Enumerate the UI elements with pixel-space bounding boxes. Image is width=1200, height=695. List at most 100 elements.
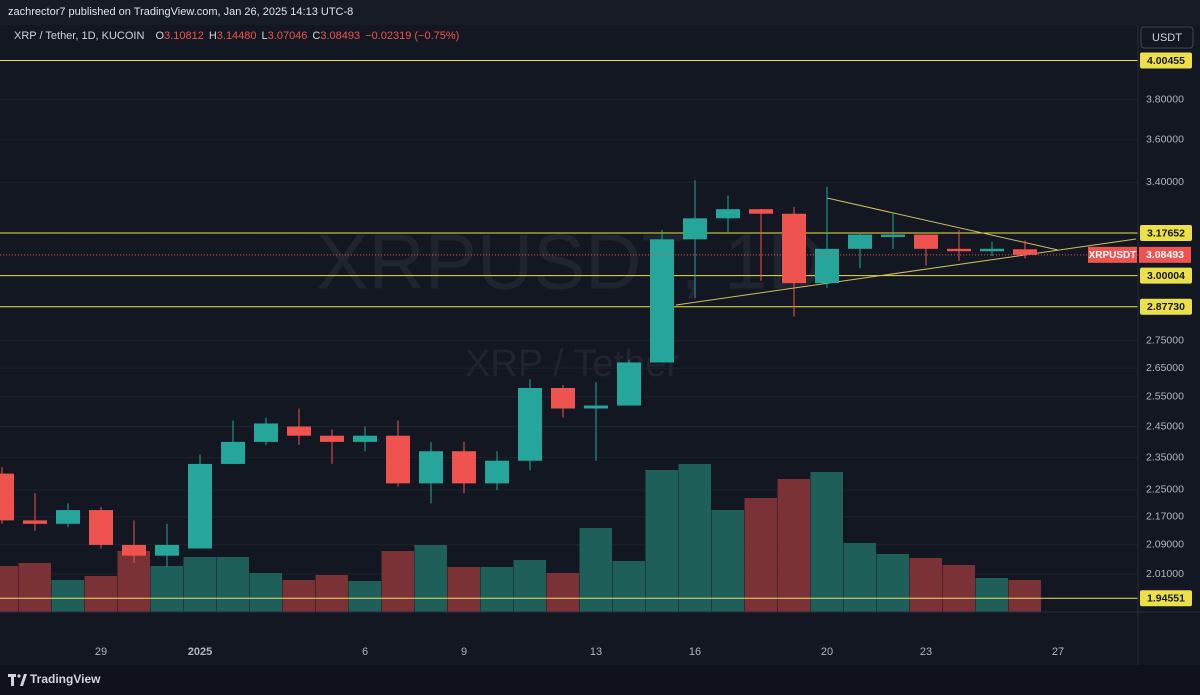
level-label: 2.87730 [1147,301,1185,313]
logo-part [20,674,27,686]
volume-bar [810,472,843,612]
x-tick-label: 2025 [188,646,212,658]
legend-change: −0.02319 (−0.75%) [365,30,459,42]
level-label: 1.94551 [1147,593,1185,605]
level-label-box [1140,298,1192,315]
level-label-box [1140,52,1192,69]
volume-bar [315,575,348,612]
volume-bar [0,566,18,612]
legend-key: L [262,30,268,42]
trendline [826,197,1059,251]
x-tick-label: 29 [95,646,107,658]
volume-bar [777,479,810,612]
legend-key: H [209,30,217,42]
volume-layer [0,464,1041,612]
volume-bar [414,545,447,612]
volume-bar [678,464,711,612]
y-tick-label: 2.17000 [1146,511,1184,523]
y-tick-label: 2.55000 [1146,391,1184,403]
candle-body [617,362,641,406]
top-bar [0,0,1200,25]
last-price-name-box [1088,246,1137,263]
volume-bar [216,557,249,612]
volume-bar [249,573,282,612]
footer-bar [0,665,1200,695]
candle-body [452,451,476,484]
candle-body [56,510,80,524]
y-tick-label: 3.80000 [1146,93,1184,105]
level-label: 3.00004 [1147,270,1185,282]
candle-body [551,388,575,409]
level-label-box [1140,590,1192,607]
level-label: 3.17652 [1147,227,1185,239]
volume-bar [711,510,744,612]
volume-bar [183,557,216,612]
candle-body [683,218,707,240]
candle-body [188,463,212,549]
candle-body [881,234,905,237]
candle-body [650,239,674,363]
y-tick-label: 2.75000 [1146,334,1184,346]
x-tick-label: 13 [590,646,602,658]
publisher-line: zachrector7 published on TradingView.com… [8,6,353,18]
trendline [675,238,1137,306]
volume-bar [744,498,777,612]
x-tick-label: 9 [461,646,467,658]
volume-bar [942,565,975,612]
currency-label[interactable]: USDT [1152,32,1182,44]
y-tick-label: 2.45000 [1146,420,1184,432]
legend-value: 3.10812 [164,30,204,42]
volume-bar [909,558,942,612]
logo-part [11,674,14,686]
candle-body [848,234,872,249]
candle-body [155,544,179,556]
candle-body [23,520,47,524]
watermark-subtitle: XRP / Tether [465,343,679,385]
y-tick-label: 2.35000 [1146,451,1184,463]
legend-value: 3.07046 [268,30,308,42]
volume-bar [579,528,612,612]
logo-part [17,674,21,678]
candle-body [782,213,806,284]
volume-bar [612,561,645,612]
candle-body [221,441,245,464]
candle-body [122,544,146,556]
volume-bar [480,567,513,612]
currency-button[interactable] [1140,26,1194,49]
candle-body [584,405,608,409]
candle-body [353,435,377,442]
volume-bar [975,578,1008,612]
volume-bar [546,573,579,612]
volume-bar [513,560,546,612]
level-label-box [1140,267,1192,284]
trendlines [675,197,1137,306]
y-tick-label: 2.65000 [1146,362,1184,374]
volume-bar [282,580,315,612]
legend-key: C [312,30,320,42]
candle-body [749,209,773,214]
x-tick-label: 16 [689,646,701,658]
y-tick-label: 3.40000 [1146,176,1184,188]
legend: XRP / Tether, 1D, KUCOIN O3.10812 H3.1448… [14,30,459,42]
candle-body [914,234,938,249]
x-tick-label: 23 [920,646,932,658]
volume-bar [447,567,480,612]
legend-value: 3.14480 [217,30,257,42]
volume-bar [645,470,678,612]
y-tick-label: 2.01000 [1146,568,1184,580]
volume-bar [876,554,909,612]
candle-body [320,435,344,442]
candle-body [419,451,443,484]
last-price-name: XRPUSDT [1089,250,1137,261]
candle-body [815,248,839,284]
brand-logo [8,674,27,686]
volume-bar [84,576,117,612]
candle-body [254,423,278,442]
last-price-box [1139,246,1191,263]
candle-body [386,435,410,484]
y-tick-label: 3.60000 [1146,134,1184,146]
volume-bar [843,543,876,612]
candles-layer [0,180,1138,567]
